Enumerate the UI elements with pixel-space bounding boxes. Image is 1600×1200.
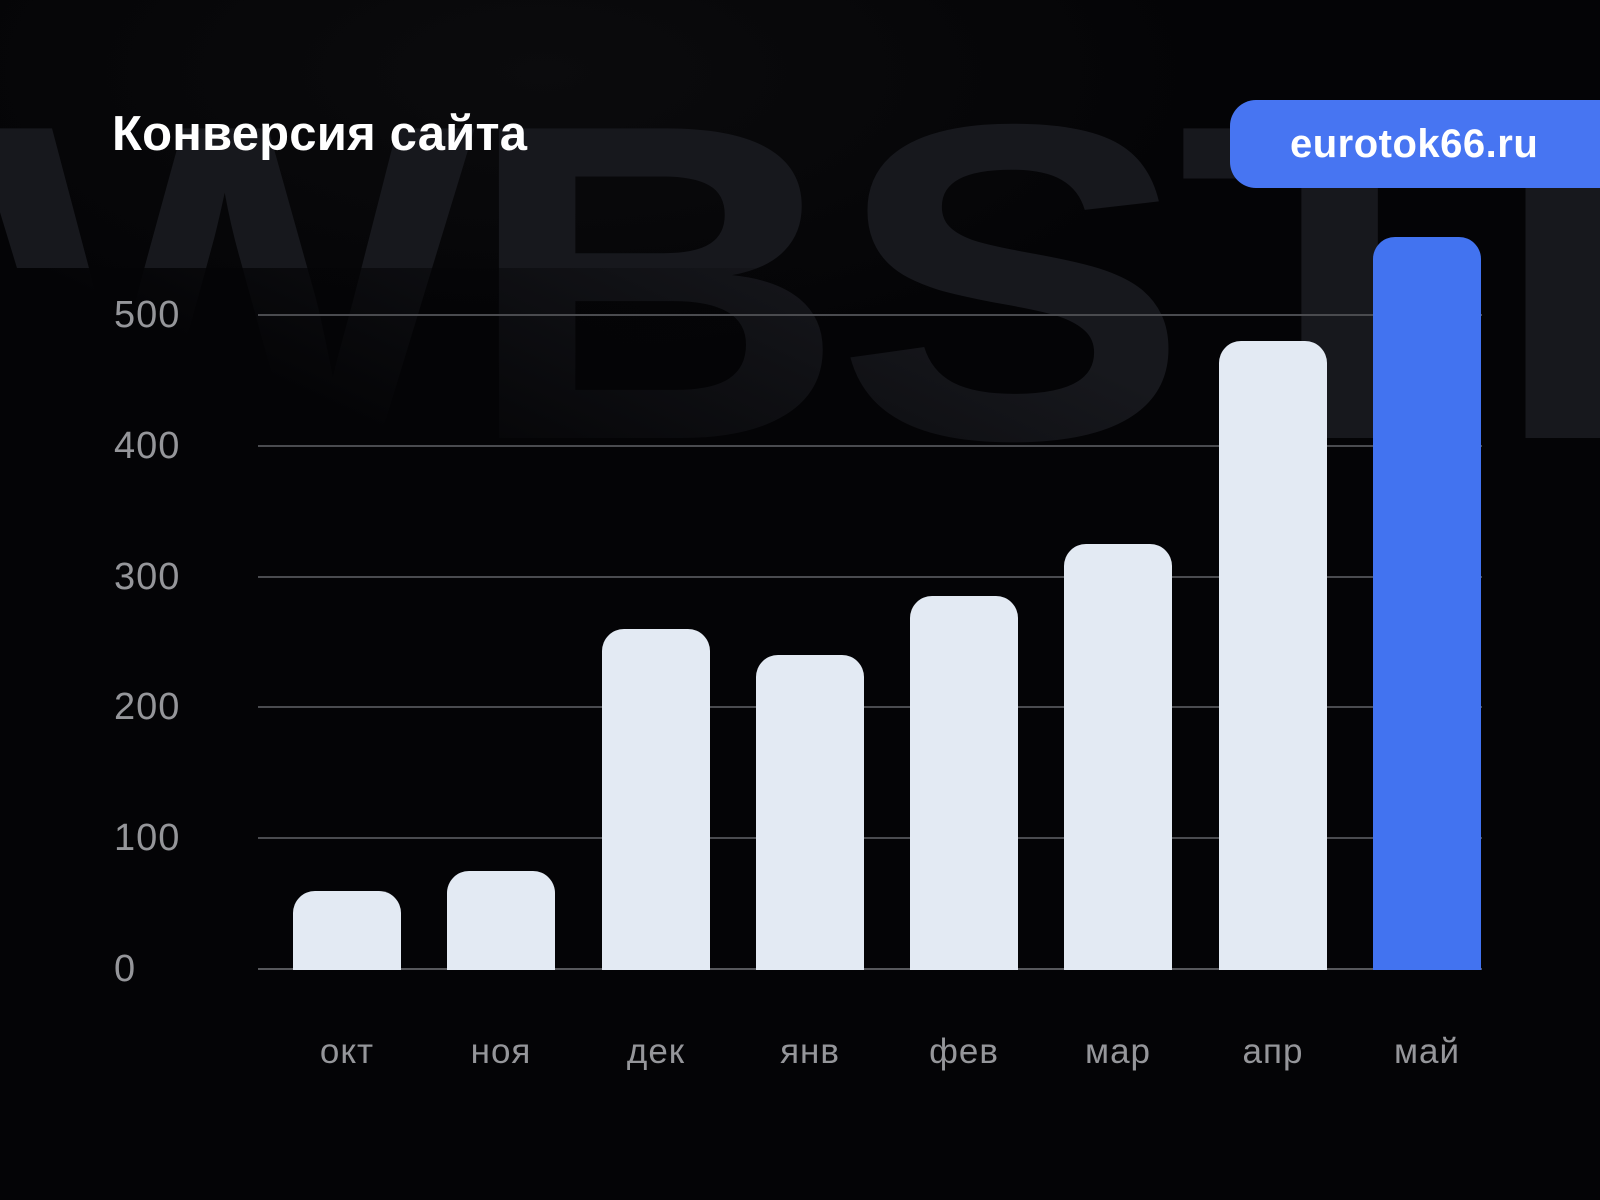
y-tick-label: 500 xyxy=(114,294,181,336)
x-tick-label: янв xyxy=(780,1032,840,1071)
site-url-badge[interactable]: eurotok66.ru xyxy=(1230,100,1600,188)
y-tick-label: 300 xyxy=(114,556,181,598)
page-title: Конверсия сайта xyxy=(112,107,528,161)
x-axis-line xyxy=(258,968,1482,970)
x-tick-label: дек xyxy=(626,1032,686,1071)
chart-bar-2 xyxy=(447,871,555,970)
x-tick-label: май xyxy=(1393,1032,1461,1071)
chart-bar-3 xyxy=(602,629,710,970)
chart-bar-7 xyxy=(1219,341,1327,970)
x-tick-label: ноя xyxy=(470,1032,532,1071)
y-tick-label: 200 xyxy=(114,686,181,728)
y-tick-label: 100 xyxy=(114,817,181,859)
x-tick-label: мар xyxy=(1085,1032,1151,1071)
chart-bar-8 xyxy=(1373,237,1481,970)
site-url-label: eurotok66.ru xyxy=(1290,121,1539,166)
chart-bar-1 xyxy=(293,891,401,970)
chart-bar-5 xyxy=(910,596,1018,970)
gridline xyxy=(258,314,1482,316)
gridline xyxy=(258,837,1482,839)
chart-bar-6 xyxy=(1064,544,1172,970)
x-tick-label: апр xyxy=(1242,1032,1304,1071)
y-tick-label: 0 xyxy=(114,948,137,990)
y-tick-label: 400 xyxy=(114,425,181,467)
x-tick-label: фев xyxy=(929,1032,999,1071)
chart-bar-4 xyxy=(756,655,864,970)
x-tick-label: окт xyxy=(319,1032,375,1071)
